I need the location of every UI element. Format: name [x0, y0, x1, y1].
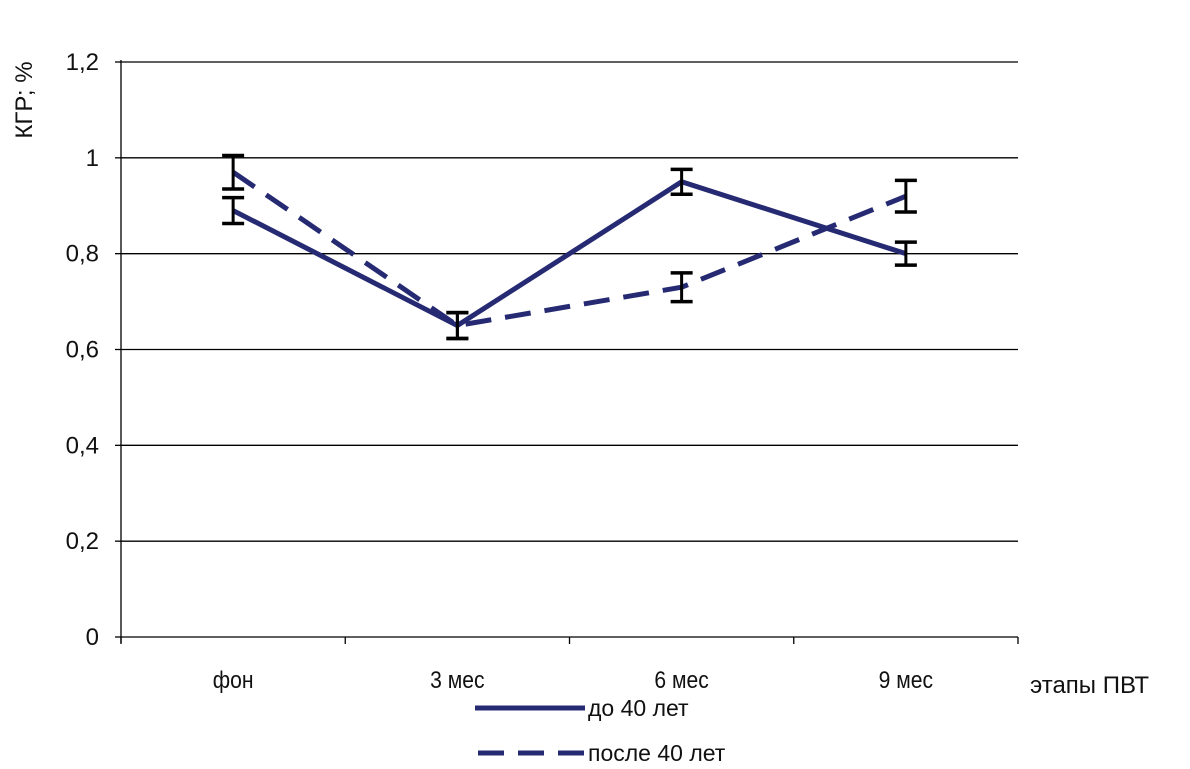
axes [115, 60, 1019, 644]
x-tick-label: фон [213, 667, 254, 694]
series-line-1 [231, 179, 907, 329]
x-tick-label: 3 мес [430, 667, 484, 694]
y-tick-label: 0,2 [66, 528, 99, 555]
legend: до 40 лет после 40 лет [475, 695, 726, 766]
y-tick-label: 1,2 [66, 49, 99, 76]
y-tick-label: 0 [86, 624, 99, 651]
x-axis-title: этапы ПВТ [1030, 672, 1149, 699]
series-lines [231, 170, 907, 329]
x-tick-label: 6 мес [654, 667, 708, 694]
legend-label-2: после 40 лет [588, 740, 726, 766]
y-tick-label: 0,4 [66, 432, 99, 459]
y-tick-label: 0,6 [66, 337, 99, 364]
y-tick-label: 1 [86, 145, 99, 172]
gridlines [121, 61, 1018, 542]
y-tick-labels: 0 0,2 0,4 0,6 0,8 1 1,2 [66, 49, 99, 651]
series-line-2 [231, 170, 907, 329]
y-axis-title: КГР; % [11, 61, 38, 138]
x-tick-labels: фон 3 мес 6 мес 9 мес [213, 667, 933, 694]
legend-label-1: до 40 лет [588, 695, 689, 721]
x-tick-label: 9 мес [879, 667, 933, 694]
y-tick-label: 0,8 [66, 241, 99, 268]
error-bars [222, 153, 917, 341]
